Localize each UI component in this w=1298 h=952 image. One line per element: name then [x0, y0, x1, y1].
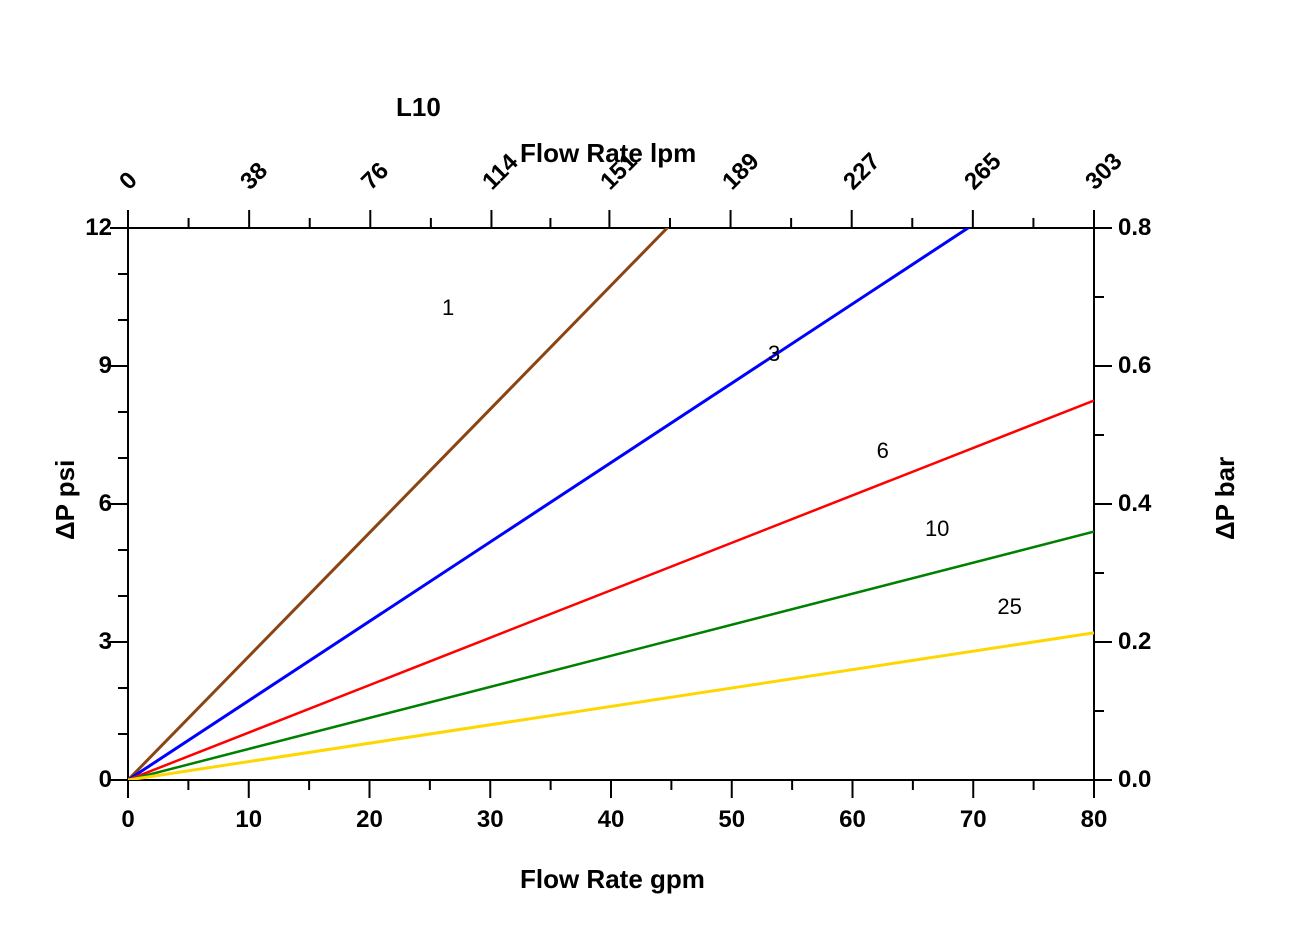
xbottom-tick-label: 0: [121, 806, 134, 834]
yleft-tick-label: 9: [99, 352, 112, 380]
yleft-tick-label: 3: [99, 628, 112, 656]
xbottom-tick-label: 40: [598, 806, 625, 834]
series-label-s25: 25: [997, 594, 1021, 620]
xbottom-tick-label: 60: [839, 806, 866, 834]
series-label-s1: 1: [442, 295, 454, 321]
yright-tick-label: 0.8: [1118, 214, 1151, 242]
series-label-s10: 10: [925, 516, 949, 542]
series-line-s3: [128, 145, 1094, 780]
yright-tick-label: 0.6: [1118, 352, 1151, 380]
xbottom-tick-label: 80: [1081, 806, 1108, 834]
plot-frame: [128, 228, 1094, 780]
xbottom-tick-label: 10: [235, 806, 262, 834]
xbottom-tick-label: 30: [477, 806, 504, 834]
xbottom-tick-label: 50: [718, 806, 745, 834]
series-line-s1: [128, 0, 1094, 780]
yleft-tick-label: 12: [85, 214, 112, 242]
yright-tick-label: 0.2: [1118, 628, 1151, 656]
yright-tick-label: 0.4: [1118, 490, 1151, 518]
yleft-tick-label: 6: [99, 490, 112, 518]
series-label-s6: 6: [877, 438, 889, 464]
xbottom-tick-label: 20: [356, 806, 383, 834]
series-label-s3: 3: [768, 341, 780, 367]
yright-tick-label: 0.0: [1118, 766, 1151, 794]
chart-root: L10 Flow Rate lpm Flow Rate gpm ΔP psi Δ…: [0, 0, 1298, 952]
series-line-s6: [128, 401, 1094, 781]
xbottom-tick-label: 70: [960, 806, 987, 834]
yleft-tick-label: 0: [99, 766, 112, 794]
series-group: [128, 0, 1094, 780]
